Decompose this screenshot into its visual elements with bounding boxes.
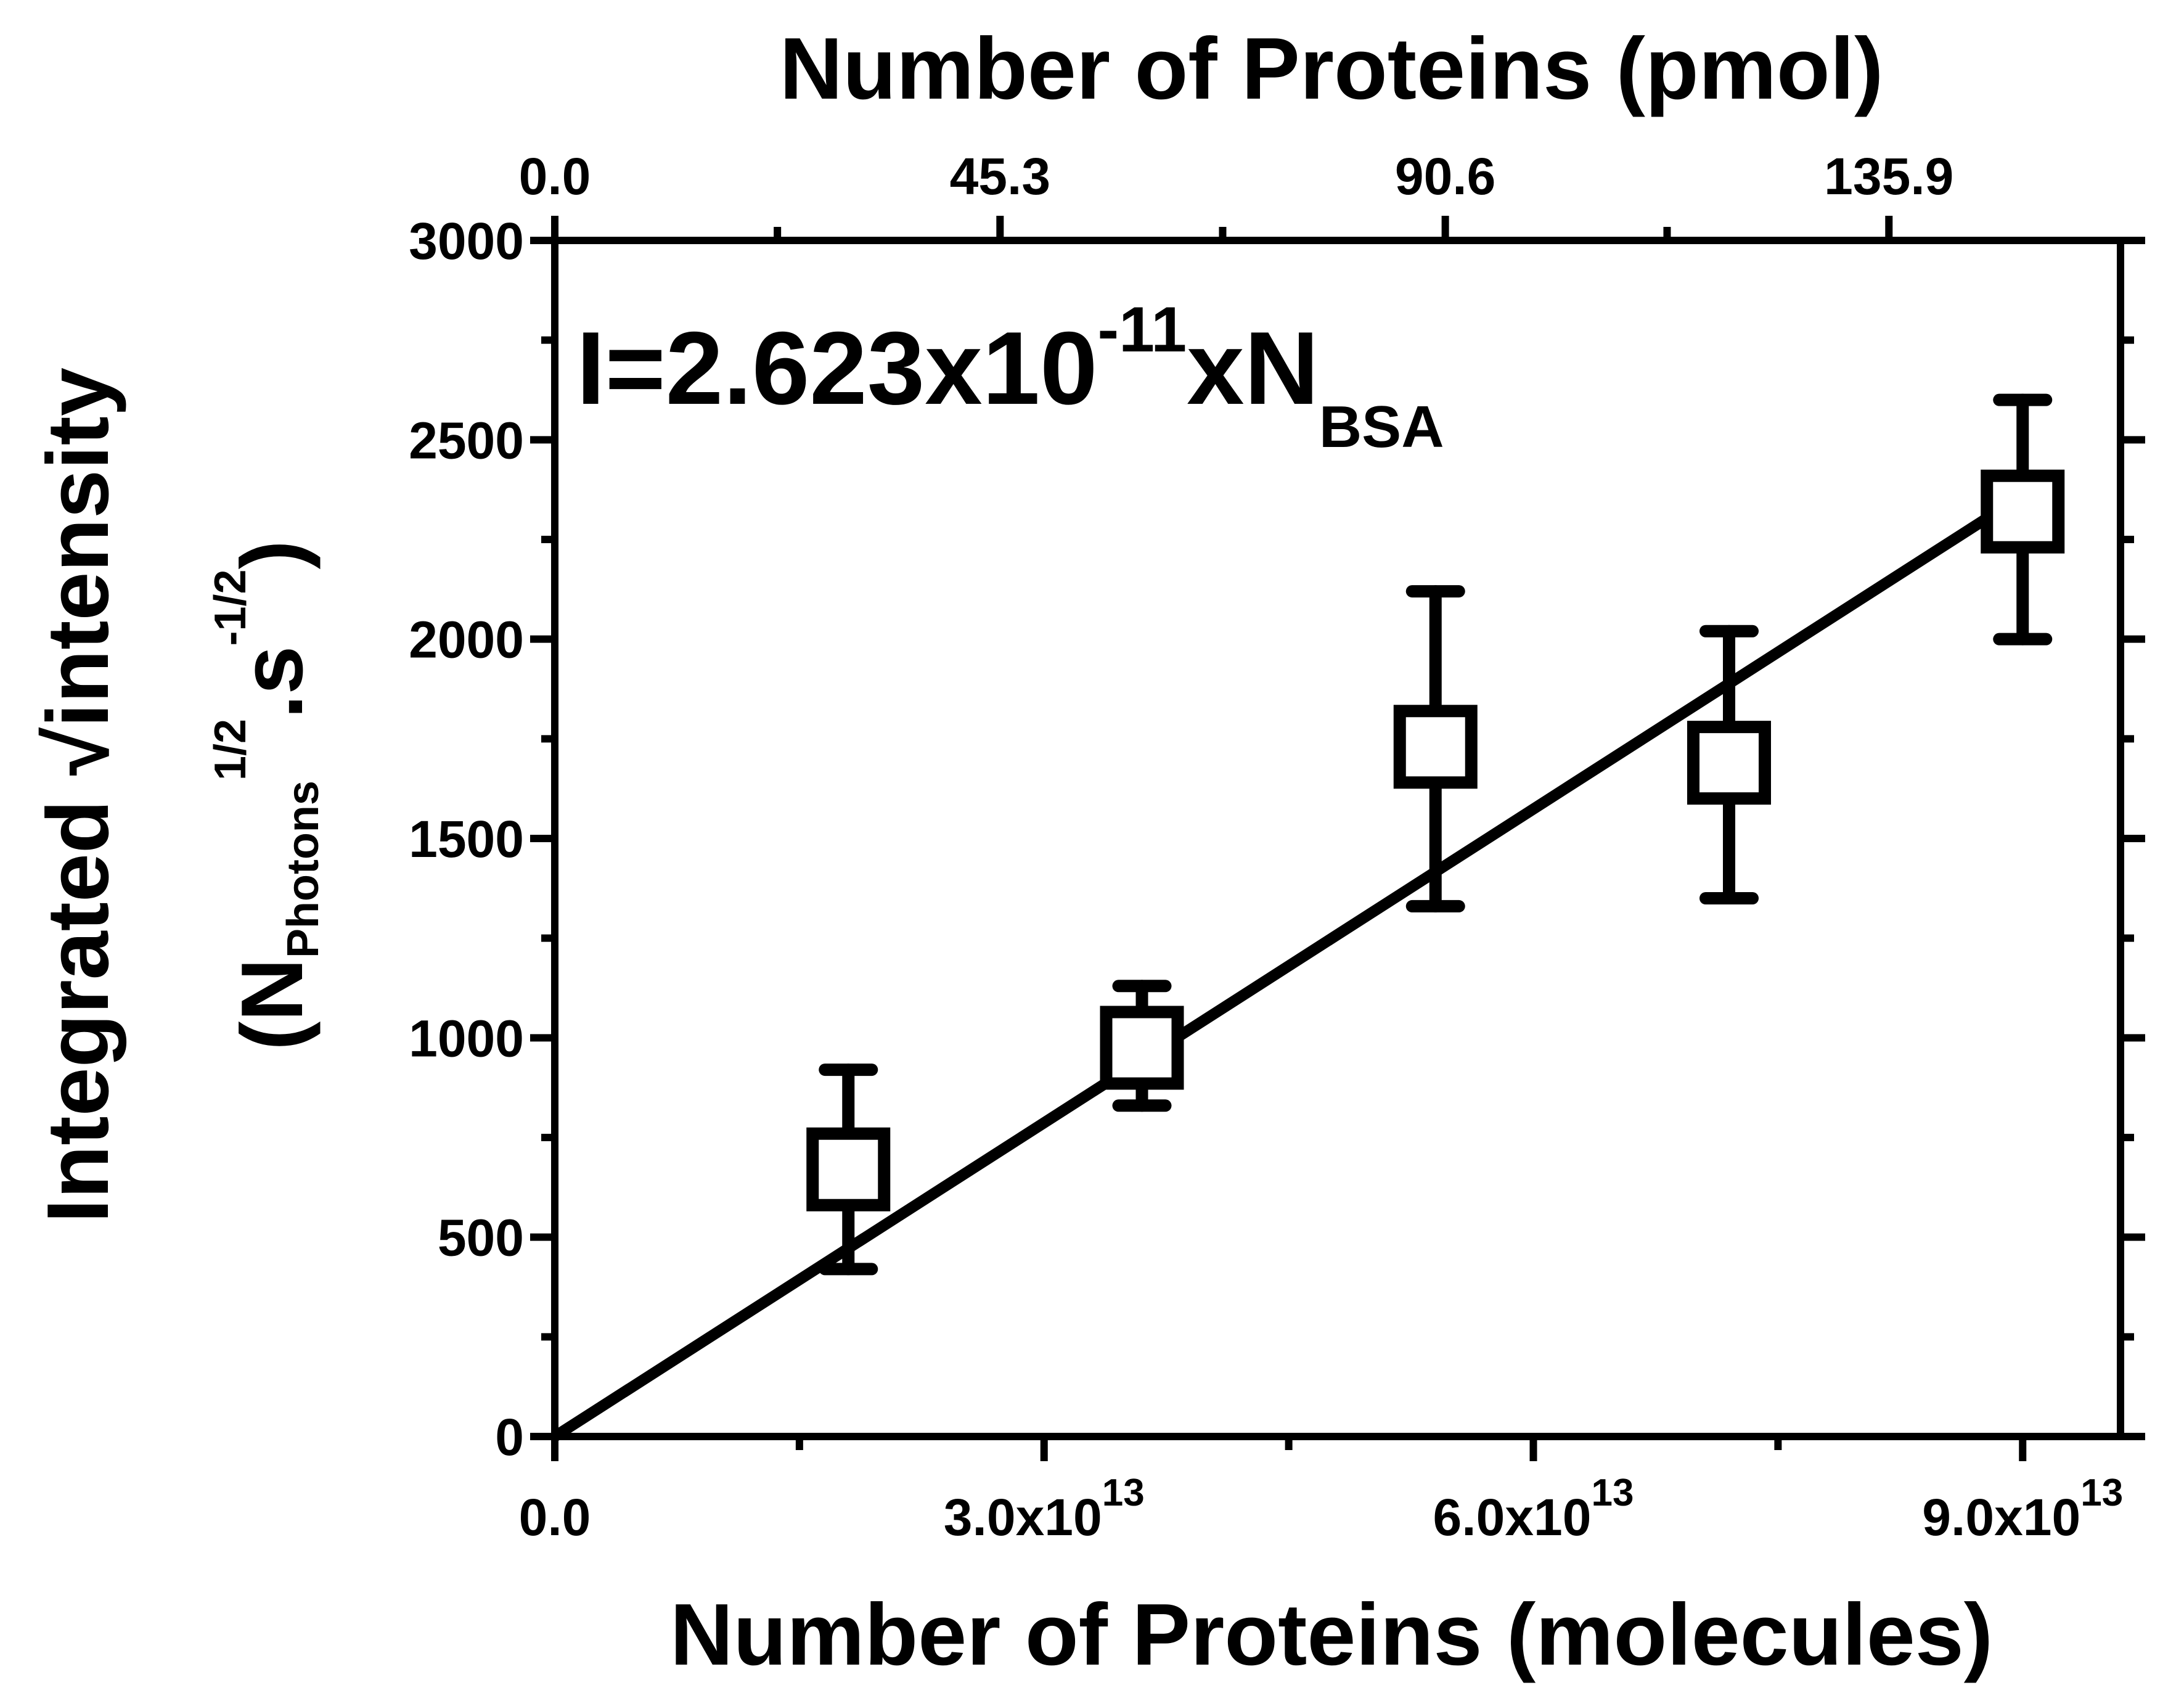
equation-var: xN: [1187, 310, 1319, 426]
top-axis-title: Number of Proteins (pmol): [780, 20, 1884, 118]
fit-line: [552, 480, 2042, 1441]
fit-equation: I=2.623x10-11xNBSA: [576, 294, 1444, 460]
plot-area: 0 500 1000 1500 2000 2500 3000 0.0 3.0x1013 6.0x1…: [409, 147, 2145, 1546]
y-tick-label: 0: [495, 1408, 524, 1466]
x-tick-label: 0.0: [519, 1488, 591, 1546]
y-tick-label: 1500: [409, 810, 524, 868]
y-unit-mid: .s: [223, 646, 321, 719]
y-tick-label: 3000: [409, 212, 524, 270]
y-unit-sup: 1/2: [206, 719, 255, 781]
y-unit-sup2: -1/2: [206, 569, 255, 646]
y-tick-label: 2500: [409, 411, 524, 469]
y-unit-sub: Photons: [279, 781, 328, 958]
data-point: [1100, 1006, 1184, 1090]
data-point: [806, 1127, 891, 1211]
y-tick-label: 2000: [409, 611, 524, 669]
x2-tick-label: 0.0: [519, 147, 591, 205]
y-tick-label: 500: [438, 1209, 524, 1267]
y-axis-title: Integrated √intensity: [29, 367, 127, 1223]
y-unit-close: ): [223, 540, 321, 569]
data-point: [1981, 469, 2065, 554]
x2-tick-label: 90.6: [1395, 147, 1496, 205]
data-point: [1687, 721, 1771, 805]
y-tick-label: 1000: [409, 1009, 524, 1067]
equation-main: I=2.623x10: [576, 310, 1098, 426]
x2-tick-label: 45.3: [950, 147, 1051, 205]
y-unit-open: (N: [223, 958, 321, 1051]
x-axis-title: Number of Proteins (molecules): [670, 1586, 1993, 1684]
y-axis-unit-label: (NPhotons 1/2.s-1/2): [206, 540, 328, 1051]
x-tick-label: 6.0x1013: [1433, 1472, 1634, 1546]
data-point: [1393, 705, 1478, 789]
equation-sub: BSA: [1319, 394, 1444, 460]
x-tick-label: 9.0x1013: [1922, 1472, 2123, 1546]
equation-exp: -11: [1098, 294, 1187, 366]
x2-tick-label: 135.9: [1824, 147, 1953, 205]
x-tick-label: 3.0x1013: [944, 1472, 1145, 1546]
